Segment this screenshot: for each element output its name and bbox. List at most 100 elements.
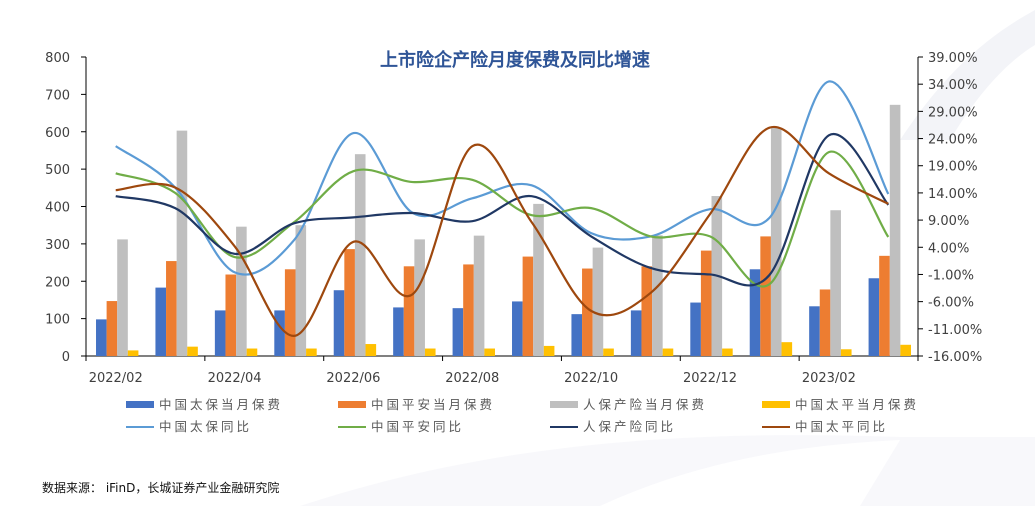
bar: [868, 278, 880, 356]
legend-label: 中国太保当月保费: [159, 397, 283, 412]
left-tick-label: 200: [45, 275, 70, 290]
bar: [155, 287, 167, 356]
x-tick-label: 2022/02: [89, 371, 143, 386]
lines: [115, 80, 890, 337]
bar: [187, 346, 198, 356]
bar: [106, 301, 118, 356]
bar: [592, 247, 604, 356]
right-tick-label: -6.00%: [928, 296, 974, 311]
bar: [582, 268, 593, 356]
bar: [641, 266, 653, 356]
source-note: 数据来源： iFinD，长城证券产业金融研究院: [42, 480, 279, 495]
bar: [344, 249, 355, 356]
left-tick-label: 700: [45, 88, 70, 103]
left-tick-label: 100: [45, 313, 70, 328]
chart-title: 上市险企产险月度保费及同比增速: [380, 49, 650, 71]
right-tick-label: 4.00%: [928, 241, 969, 256]
left-tick-label: 400: [45, 201, 70, 216]
bar: [236, 226, 247, 356]
series-line: [115, 125, 889, 337]
left-tick-label: 0: [62, 350, 70, 365]
bar: [809, 306, 820, 356]
bar: [463, 264, 474, 356]
bars: [96, 104, 911, 356]
bar: [571, 314, 583, 356]
right-tick-label: 14.00%: [928, 187, 978, 202]
bar: [295, 225, 307, 356]
bar: [781, 342, 793, 356]
x-tick-label: 2022/08: [445, 371, 499, 386]
bar: [333, 290, 345, 356]
axes: 0 100 200 300 400 500 600 700 800 -16.00% -11.00% -…: [45, 51, 982, 386]
legend-label: 人保产险当月保费: [583, 397, 707, 412]
left-tick-label: 300: [45, 238, 70, 253]
legend-label: 人保产险同比: [583, 419, 676, 434]
right-tick-label: 9.00%: [928, 214, 969, 229]
x-tick-label: 2023/02: [802, 371, 856, 386]
bar: [365, 344, 377, 356]
legend-swatch: [338, 426, 366, 428]
right-tick-label: 29.00%: [928, 105, 978, 120]
left-tick-label: 500: [45, 163, 70, 178]
legend-label: 中国平安同比: [371, 419, 464, 434]
bar: [900, 344, 911, 356]
bar: [770, 128, 782, 356]
bar: [760, 236, 771, 356]
bar: [603, 348, 614, 356]
right-tick-label: 34.00%: [928, 78, 978, 93]
bar: [484, 348, 495, 356]
bar: [306, 348, 317, 356]
bar: [354, 154, 366, 356]
bar: [225, 274, 237, 356]
legend-label: 中国太平同比: [795, 419, 888, 434]
series-line: [115, 80, 890, 276]
right-tick-label: -1.00%: [928, 268, 974, 283]
bar: [176, 130, 188, 356]
bar: [690, 302, 701, 356]
bar: [166, 261, 177, 356]
bar: [830, 210, 841, 356]
right-tick-label: 39.00%: [928, 51, 978, 66]
bar: [512, 301, 523, 356]
legend-swatch: [126, 401, 154, 408]
bar: [722, 348, 733, 356]
bar: [117, 239, 128, 356]
bar: [246, 348, 258, 356]
bar: [96, 319, 107, 356]
right-tick-label: -16.00%: [928, 350, 982, 365]
right-tick-label: 24.00%: [928, 133, 978, 148]
bar: [889, 104, 901, 356]
bar: [127, 350, 139, 356]
left-tick-label: 800: [45, 51, 70, 66]
bar: [700, 250, 712, 356]
bar: [424, 348, 436, 356]
legend-swatch: [762, 426, 790, 428]
legend-swatch: [550, 401, 578, 408]
bar: [749, 269, 761, 356]
x-tick-label: 2022/06: [326, 371, 380, 386]
legend-label: 中国平安当月保费: [371, 397, 495, 412]
right-tick-label: 19.00%: [928, 160, 978, 175]
bar: [473, 235, 485, 356]
bar: [414, 239, 425, 356]
bar: [274, 310, 285, 356]
bar: [393, 307, 404, 356]
series-line: [115, 132, 890, 287]
bar: [522, 256, 534, 356]
right-tick-label: -11.00%: [928, 323, 982, 338]
legend-label: 中国太保同比: [159, 419, 252, 434]
legend-swatch: [126, 426, 154, 428]
bar: [533, 203, 544, 356]
legend-swatch: [338, 401, 366, 408]
bar: [652, 235, 663, 356]
bar: [879, 255, 890, 356]
bar: [630, 310, 642, 356]
legend-label: 中国太平当月保费: [795, 397, 919, 412]
watermark: [300, 10, 1035, 506]
legend-swatch: [762, 401, 790, 408]
bar: [840, 349, 852, 356]
series-line: [115, 150, 890, 288]
x-tick-label: 2022/12: [683, 371, 737, 386]
